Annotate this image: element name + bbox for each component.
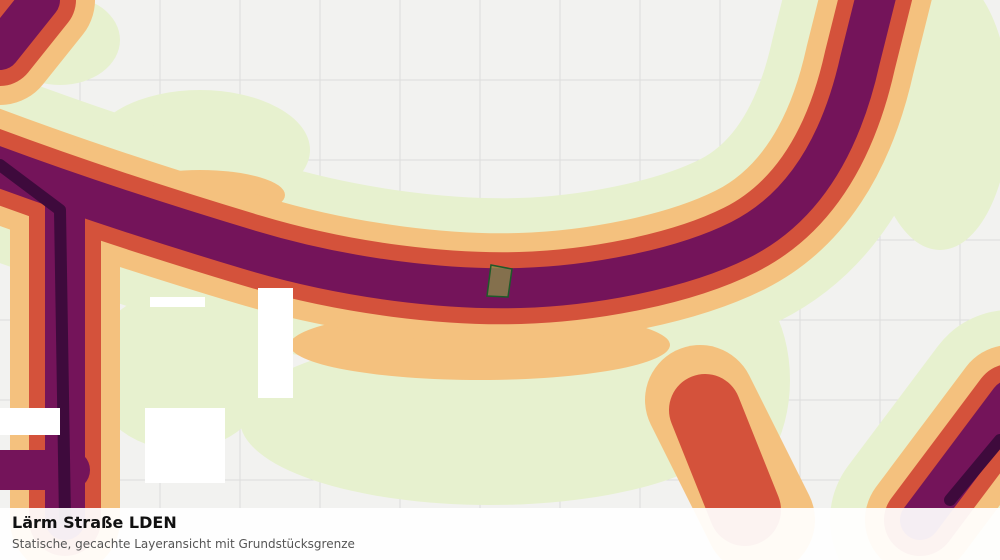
parcel-boundary[interactable] — [486, 264, 513, 298]
noise-area — [240, 335, 740, 505]
noise-band — [0, 159, 71, 526]
noise-band — [0, 0, 896, 309]
panel-subtitle: Statische, gecachte Layeransicht mit Gru… — [12, 537, 355, 551]
building — [150, 297, 205, 307]
noise-band — [0, 0, 60, 70]
buildings — [0, 288, 293, 483]
building — [145, 408, 225, 483]
panel-title: Lärm Straße LDEN — [12, 513, 177, 532]
noise-band — [669, 374, 781, 546]
noise-band — [944, 434, 1000, 506]
building — [258, 288, 293, 398]
noise-zone-max-band — [0, 159, 1000, 526]
info-panel — [0, 508, 1000, 560]
building — [0, 408, 60, 435]
